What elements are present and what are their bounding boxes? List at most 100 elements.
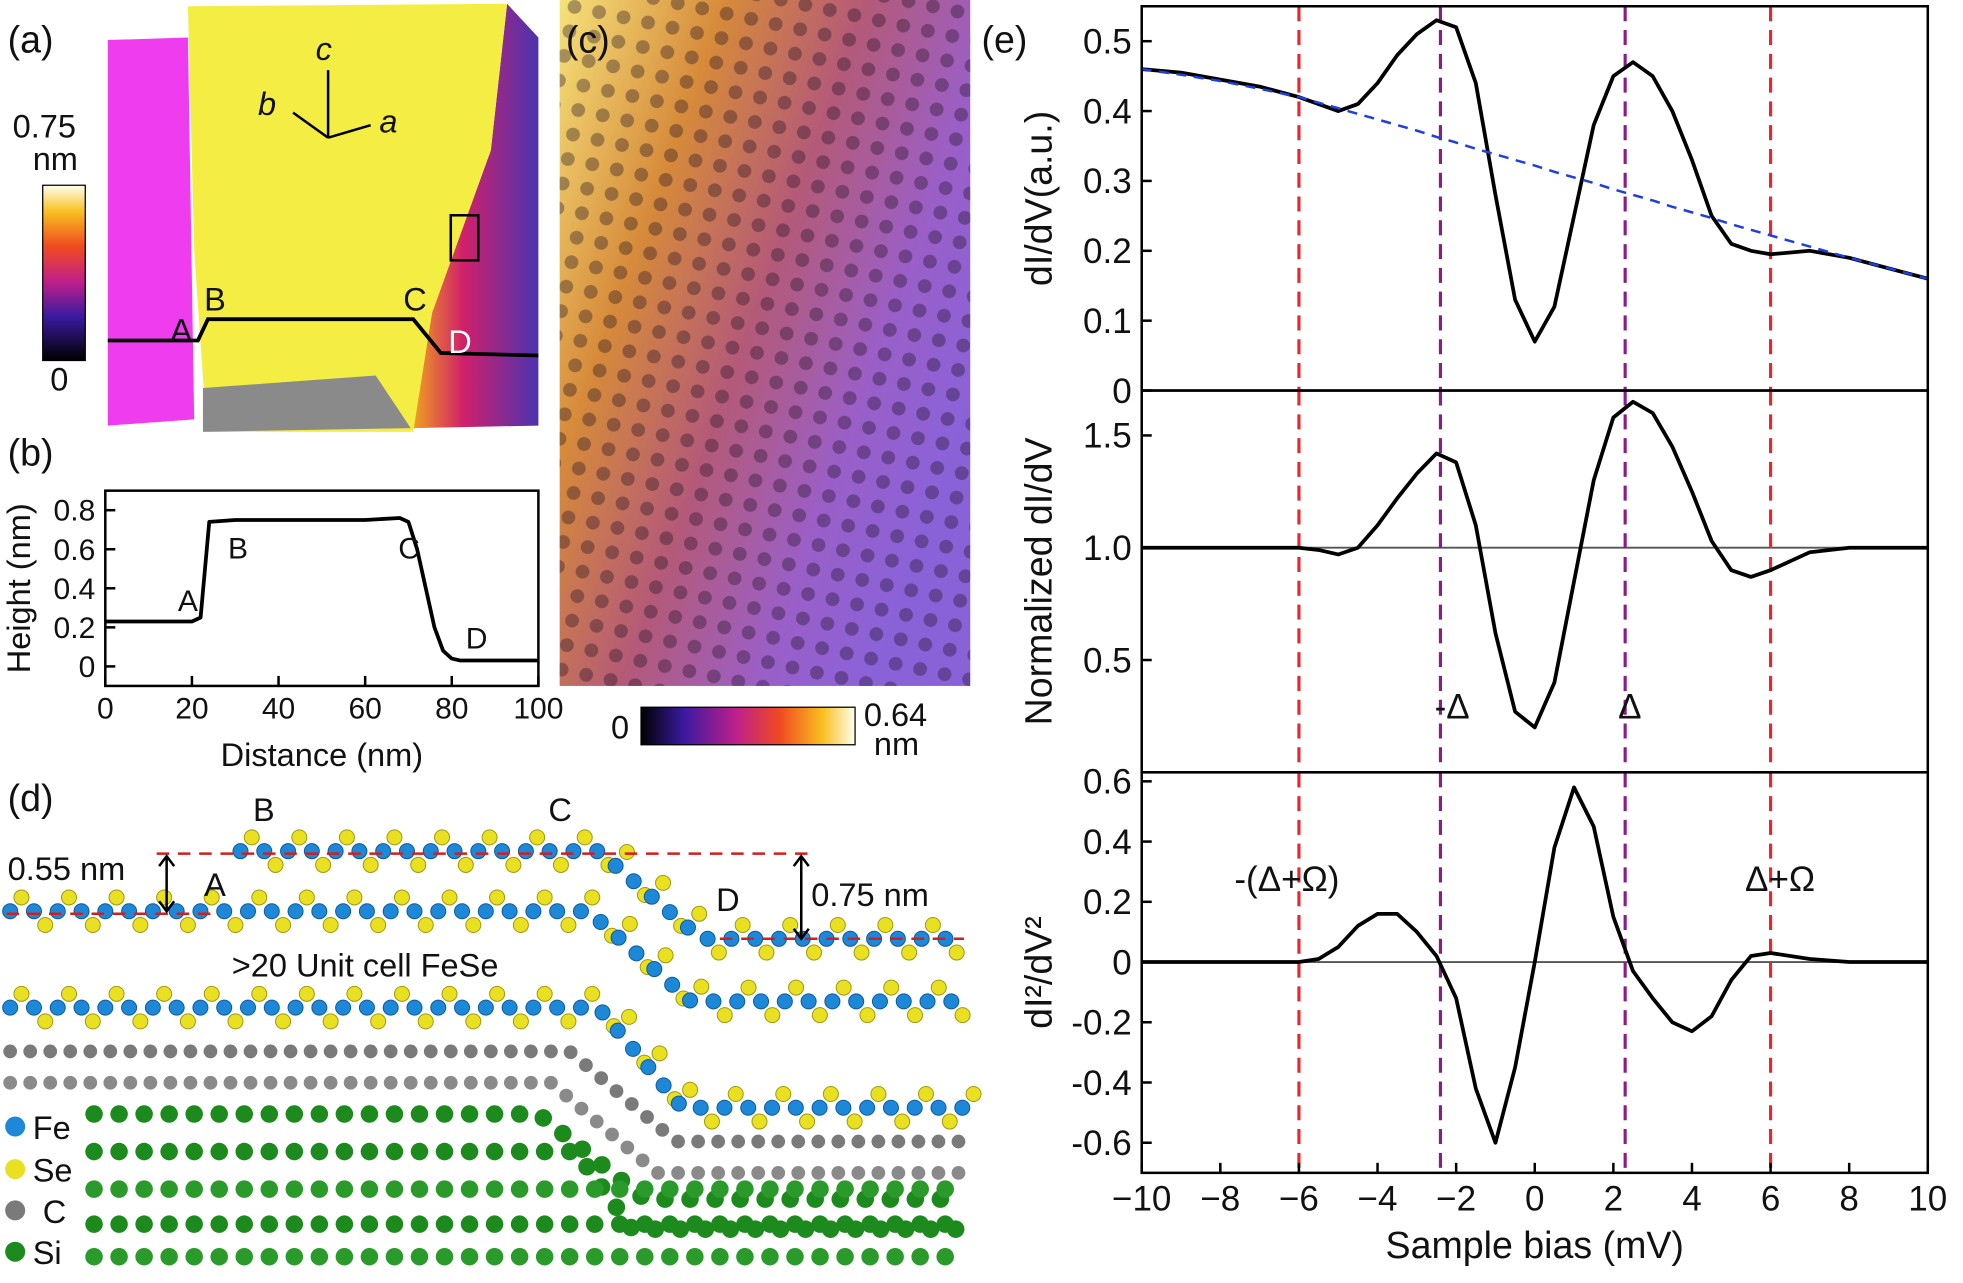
- c-atom: [163, 1044, 178, 1059]
- fe-atom: [541, 843, 558, 860]
- si-atom: [260, 1215, 279, 1233]
- fe-atom: [753, 993, 770, 1010]
- panel-label: (c): [566, 19, 610, 61]
- c-atom: [163, 1075, 178, 1090]
- fe-atom: [430, 999, 447, 1016]
- legend-swatch: [5, 1159, 26, 1180]
- si-atom: [786, 1247, 804, 1266]
- si-atom: [786, 1215, 804, 1233]
- y-tick-label: 0.5: [1083, 641, 1132, 680]
- si-atom: [578, 1158, 596, 1176]
- c-atom: [831, 1134, 846, 1149]
- c-atom: [263, 1075, 278, 1090]
- c-atom: [183, 1044, 198, 1059]
- legend-label: C: [43, 1194, 66, 1230]
- c-atom: [503, 1044, 518, 1059]
- x-tick-label: 6: [1761, 1179, 1780, 1218]
- c-atom: [624, 1097, 639, 1111]
- fe-atom: [655, 1077, 672, 1094]
- fe-atom: [906, 1099, 923, 1116]
- fe-atom: [729, 993, 746, 1010]
- fe-atom: [592, 913, 609, 930]
- fe-atom: [895, 993, 912, 1010]
- si-atom: [711, 1215, 729, 1233]
- y-tick-label: 0.2: [1083, 232, 1132, 271]
- fe-atom: [477, 999, 494, 1016]
- y-tick-label: -0.2: [1071, 1004, 1131, 1043]
- panel-label: (e): [982, 19, 1028, 61]
- c-atom: [103, 1044, 118, 1059]
- c-atom: [871, 1165, 886, 1180]
- c-atom: [671, 1134, 685, 1149]
- si-atom: [811, 1180, 829, 1198]
- fe-atom: [239, 999, 257, 1016]
- si-atom: [335, 1142, 354, 1161]
- c-atom: [483, 1075, 498, 1090]
- si-atom: [210, 1247, 228, 1266]
- si-atom: [711, 1247, 729, 1266]
- c-atom: [563, 1045, 578, 1060]
- x-tick-label: 0: [1525, 1179, 1544, 1218]
- si-atom: [811, 1247, 829, 1266]
- data-line: [1141, 67, 1929, 280]
- se-atom: [740, 979, 757, 996]
- c-atom: [323, 1075, 338, 1090]
- si-atom: [160, 1142, 178, 1161]
- se-atom: [682, 1081, 699, 1098]
- se-atom: [481, 829, 498, 846]
- si-atom: [636, 1247, 654, 1266]
- c-atom: [731, 1134, 746, 1149]
- se-atom: [132, 1013, 149, 1030]
- fe-atom: [811, 1099, 828, 1116]
- fe-atom: [692, 1099, 709, 1116]
- x-tick-label: 0: [97, 692, 114, 725]
- y-tick-label: 0.4: [1083, 823, 1132, 862]
- se-atom: [465, 1013, 482, 1030]
- point-label: B: [204, 281, 226, 317]
- c-atom: [771, 1134, 786, 1149]
- si-atom: [811, 1215, 829, 1233]
- si-atom: [435, 1180, 454, 1198]
- si-atom: [911, 1247, 929, 1266]
- se-atom: [346, 985, 363, 1002]
- se-atom: [227, 917, 244, 934]
- c-atom: [63, 1075, 78, 1090]
- y-axis-label: Height (nm): [1, 503, 37, 673]
- se-atom: [386, 829, 403, 846]
- fe-atom: [609, 1022, 626, 1039]
- si-atom: [360, 1105, 379, 1123]
- colorbar: [42, 184, 86, 362]
- x-tick-label: 60: [348, 692, 381, 725]
- fe-atom: [501, 999, 518, 1016]
- c-atom: [243, 1044, 258, 1059]
- si-atom: [410, 1142, 429, 1161]
- c-atom: [671, 1165, 685, 1180]
- fe-atom: [628, 945, 645, 962]
- c-atom: [63, 1044, 78, 1059]
- si-atom: [435, 1142, 454, 1161]
- si-atom: [235, 1105, 254, 1123]
- fe-atom: [144, 999, 161, 1016]
- si-atom: [736, 1247, 754, 1266]
- se-atom: [584, 985, 601, 1002]
- se-atom: [465, 917, 482, 934]
- si-atom: [886, 1247, 904, 1266]
- y-tick-label: 0: [79, 651, 96, 684]
- c-atom: [43, 1075, 58, 1090]
- fe-atom: [382, 999, 399, 1016]
- se-atom: [108, 985, 125, 1002]
- si-atom: [310, 1142, 329, 1161]
- fe-atom: [954, 1099, 971, 1116]
- si-atom: [285, 1105, 304, 1123]
- se-atom: [267, 856, 284, 873]
- fe-atom: [303, 843, 320, 860]
- si-atom: [560, 1180, 579, 1198]
- fe-atom: [549, 903, 566, 920]
- fe-atom: [800, 993, 817, 1010]
- fe-atom: [73, 903, 90, 920]
- legend-swatch: [5, 1200, 26, 1221]
- si-atom: [936, 1215, 954, 1233]
- fe-atom: [679, 919, 696, 936]
- si-atom: [535, 1180, 554, 1198]
- se-atom: [346, 889, 363, 906]
